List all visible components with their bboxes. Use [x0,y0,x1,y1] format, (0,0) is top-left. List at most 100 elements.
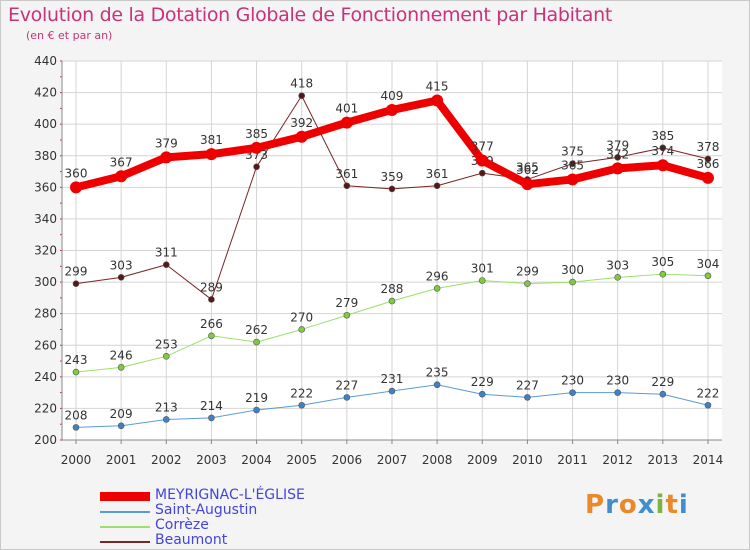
data-label: 301 [471,262,494,276]
data-point [208,296,215,303]
data-label: 279 [335,296,358,310]
data-label: 378 [697,140,720,154]
data-label: 219 [245,391,268,405]
data-point [340,116,353,129]
data-label: 230 [561,374,584,388]
data-label: 235 [426,366,449,380]
data-point [569,278,576,286]
x-tick-label: 2000 [61,453,92,467]
x-tick-label: 2003 [196,453,227,467]
data-label: 230 [606,374,629,388]
data-point [385,103,398,116]
y-tick-label: 260 [34,338,57,352]
data-point [70,181,82,194]
data-point [614,154,621,161]
data-label: 379 [155,136,178,150]
data-label: 305 [651,255,674,269]
chart-subtitle: (en € et par an) [26,29,113,42]
data-point [117,364,125,371]
x-tick-label: 2009 [467,453,498,467]
data-point [72,368,80,376]
data-point [704,155,712,163]
data-label: 381 [200,133,223,147]
proxiti-logo: Proxiti [585,490,689,520]
data-point [614,274,621,281]
data-point [433,381,441,389]
legend-label: Beaumont [155,532,228,548]
data-point [478,390,486,398]
data-label: 360 [65,166,88,180]
y-tick-label: 300 [34,275,57,289]
x-tick-label: 2011 [557,453,588,467]
data-label: 246 [110,348,133,362]
data-point [524,394,531,401]
data-point [659,390,667,398]
data-label: 359 [381,170,404,184]
data-point [433,285,441,292]
data-point [388,185,396,193]
x-tick-label: 2004 [241,453,272,467]
data-point [343,311,351,319]
legend-item: Beaumont [100,532,400,549]
data-point [611,162,624,175]
legend-label: Saint-Augustin [155,502,258,518]
data-label: 385 [651,129,674,143]
legend-swatch [100,511,150,513]
legend-label: Corrèze [155,517,209,533]
data-label: 372 [606,147,629,161]
data-point [659,270,667,278]
data-point [162,353,170,360]
data-point [476,154,489,167]
data-label: 299 [65,265,88,279]
data-label: 227 [335,378,358,392]
data-label: 361 [335,167,358,181]
data-label: 270 [290,310,313,324]
logo-letter: t [665,490,679,520]
data-label: 374 [651,144,674,158]
data-point [298,401,306,409]
data-label: 231 [381,372,404,386]
data-point [117,422,125,430]
logo-letter: o [618,490,638,520]
data-point [524,280,531,287]
data-label: 375 [561,145,584,159]
data-point [614,389,621,396]
chart-title: Evolution de la Dotation Globale de Fonc… [8,4,613,26]
data-label: 229 [651,375,674,389]
data-point [388,297,396,305]
data-label: 385 [245,127,268,141]
chart-legend: MEYRIGNAC-L'ÉGLISE Saint-Augustin Corrèze B… [100,487,400,549]
y-tick-label: 440 [34,54,57,68]
data-point [298,326,306,333]
data-label: 222 [697,386,720,400]
data-point [569,160,576,167]
x-tick-label: 2007 [377,453,408,467]
data-point [295,130,308,143]
data-point [433,182,441,190]
data-label: 304 [697,257,720,271]
legend-swatch [100,526,150,528]
data-point [521,178,534,191]
data-label: 303 [606,258,629,272]
data-point [162,261,170,269]
x-tick-label: 2001 [106,453,137,467]
y-tick-label: 200 [34,433,57,447]
data-point [704,401,712,409]
data-label: 229 [471,375,494,389]
data-point [343,182,351,190]
logo-letter: i [655,490,666,520]
y-tick-label: 420 [34,86,57,100]
data-point [253,406,260,414]
data-label: 300 [561,263,584,277]
legend-item: Saint-Augustin [100,502,400,519]
data-point [656,159,669,172]
data-point [115,170,128,183]
data-point [431,94,444,107]
legend-swatch [100,492,150,501]
data-label: 209 [110,407,133,421]
data-label: 288 [381,282,404,296]
logo-letter: r [605,490,619,520]
y-tick-label: 400 [34,117,57,131]
data-label: 401 [335,102,358,116]
data-label: 222 [290,386,313,400]
